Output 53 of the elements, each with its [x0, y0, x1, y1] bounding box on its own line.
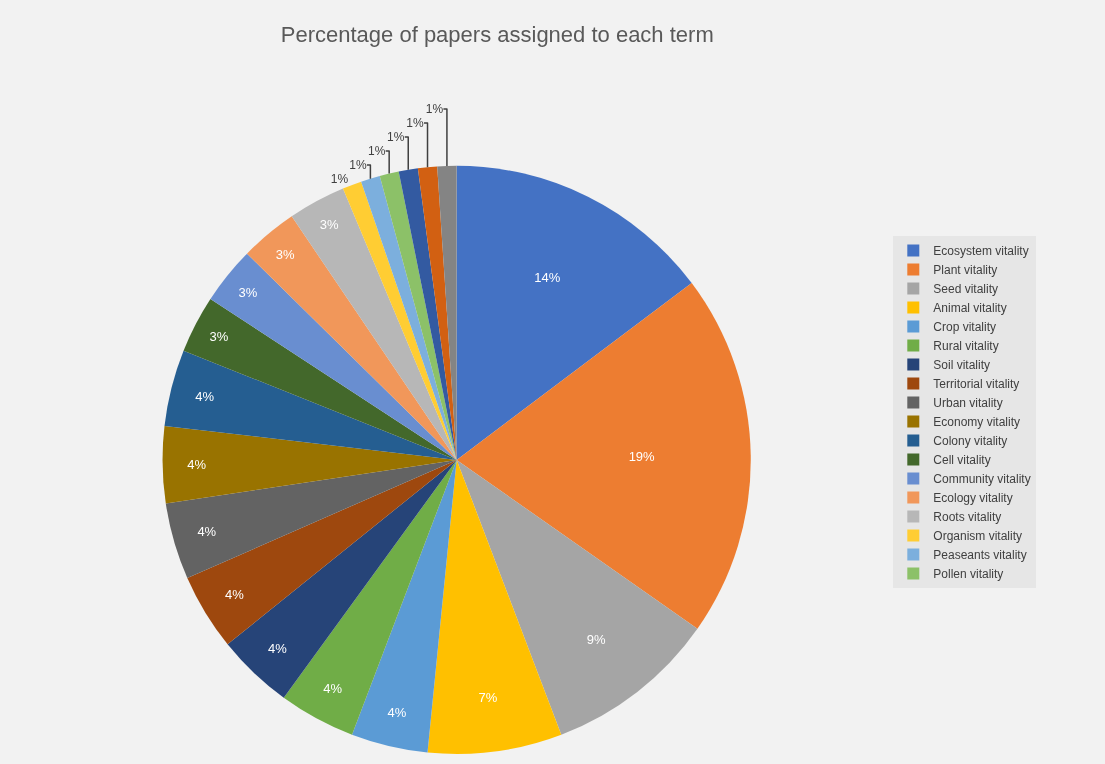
- data-label: 14%: [534, 270, 561, 286]
- legend-label: Plant vitality: [933, 263, 998, 278]
- legend-label: Peaseants vitality: [933, 548, 1027, 563]
- legend-label: Territorial vitality: [933, 377, 1020, 392]
- legend-label: Urban vitality: [933, 396, 1003, 411]
- data-label: 3%: [238, 284, 258, 300]
- pie-slice: [227, 459, 457, 698]
- legend-label: Pollen vitality: [933, 567, 1004, 582]
- data-label: 4%: [195, 388, 215, 404]
- pie-slice: [187, 459, 457, 645]
- data-label: 1%: [425, 101, 444, 116]
- legend-label: Seed vitality: [933, 282, 998, 297]
- data-label: 3%: [209, 328, 229, 344]
- pie-slice: [456, 459, 698, 735]
- pie-slice: [456, 283, 751, 629]
- legend-label: Soil vitality: [933, 358, 990, 373]
- data-label: 4%: [224, 587, 245, 603]
- data-label: 7%: [478, 689, 498, 705]
- legend-label: Colony vitality: [933, 434, 1008, 449]
- data-label: 1%: [330, 171, 349, 186]
- legend-label: Community vitality: [933, 472, 1031, 487]
- pie-slice: [183, 299, 457, 460]
- pie-slice: [165, 459, 457, 579]
- legend-label: Rural vitality: [933, 339, 999, 354]
- legend-label: Ecosystem vitality: [933, 244, 1029, 259]
- data-label: 4%: [187, 456, 207, 472]
- legend-label: Cell vitality: [933, 453, 991, 468]
- data-label: 1%: [406, 115, 425, 130]
- pie-slice: [427, 459, 562, 754]
- data-label: 19%: [628, 449, 656, 465]
- pie-slice: [164, 350, 457, 460]
- legend-label: Animal vitality: [933, 301, 1007, 316]
- data-label: 1%: [349, 157, 367, 172]
- data-label: 1%: [368, 143, 386, 158]
- pie-slice: [352, 459, 457, 753]
- pie-slice: [437, 165, 457, 460]
- pie-slice: [456, 165, 692, 460]
- pie-slice: [417, 166, 457, 460]
- pie-slice: [361, 175, 457, 460]
- data-label: 3%: [319, 217, 339, 233]
- chart-title: Percentage of papers assigned to each term: [280, 22, 714, 48]
- legend-label: Crop vitality: [933, 320, 996, 335]
- legend-label: Economy vitality: [933, 415, 1020, 430]
- data-label: 4%: [267, 640, 288, 656]
- data-label: 4%: [323, 680, 343, 696]
- data-label: 9%: [586, 631, 606, 647]
- data-label: 4%: [197, 524, 217, 540]
- data-label: 1%: [387, 129, 405, 144]
- legend-label: Ecology vitality: [933, 491, 1013, 506]
- legend-label: Organism vitality: [933, 529, 1022, 544]
- data-label: 3%: [275, 246, 295, 262]
- legend-label: Roots vitality: [933, 510, 1002, 525]
- data-label: 4%: [387, 705, 407, 721]
